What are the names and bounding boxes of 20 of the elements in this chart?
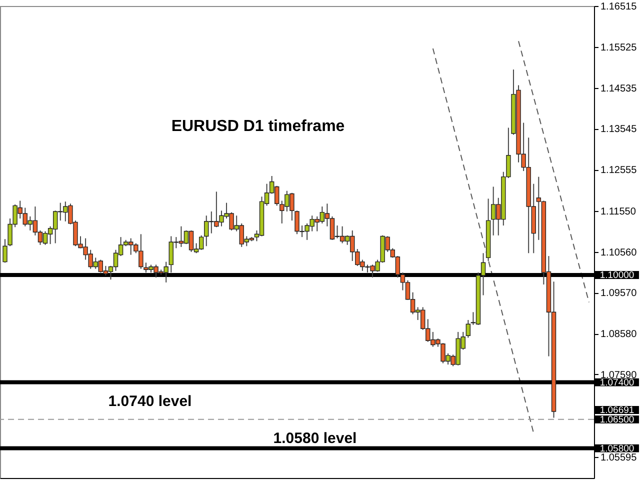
candlestick	[2, 238, 8, 264]
ref-line-label: 1.07400	[600, 377, 634, 388]
y-tick-label: 1.15525	[600, 42, 638, 54]
y-tick-label: 1.05595	[600, 452, 638, 464]
candlestick	[466, 319, 471, 338]
annotation: 1.0740 level	[108, 393, 192, 410]
y-tick-label: 1.10560	[600, 247, 638, 258]
ref-line-label: 1.05800	[600, 443, 634, 454]
text: EURUSD D1 timeframe	[171, 118, 345, 135]
ref-line-label: 1.10000	[600, 270, 634, 282]
y-tick-label: 1.14535	[600, 83, 638, 94]
y-tick-label: 1.16515	[600, 2, 638, 13]
y-tick-label: 1.09570	[600, 288, 638, 300]
annotation: 1.0580 level	[273, 430, 357, 447]
text: 1.06691	[600, 405, 634, 416]
y-tick-label: 1.12555	[600, 165, 638, 176]
y-tick-label: 1.08580	[600, 329, 638, 340]
y-tick-label: 1.13545	[600, 124, 638, 136]
y-tick-label: 1.11550	[600, 206, 636, 218]
ref-line-label: 1.06500	[600, 414, 634, 426]
